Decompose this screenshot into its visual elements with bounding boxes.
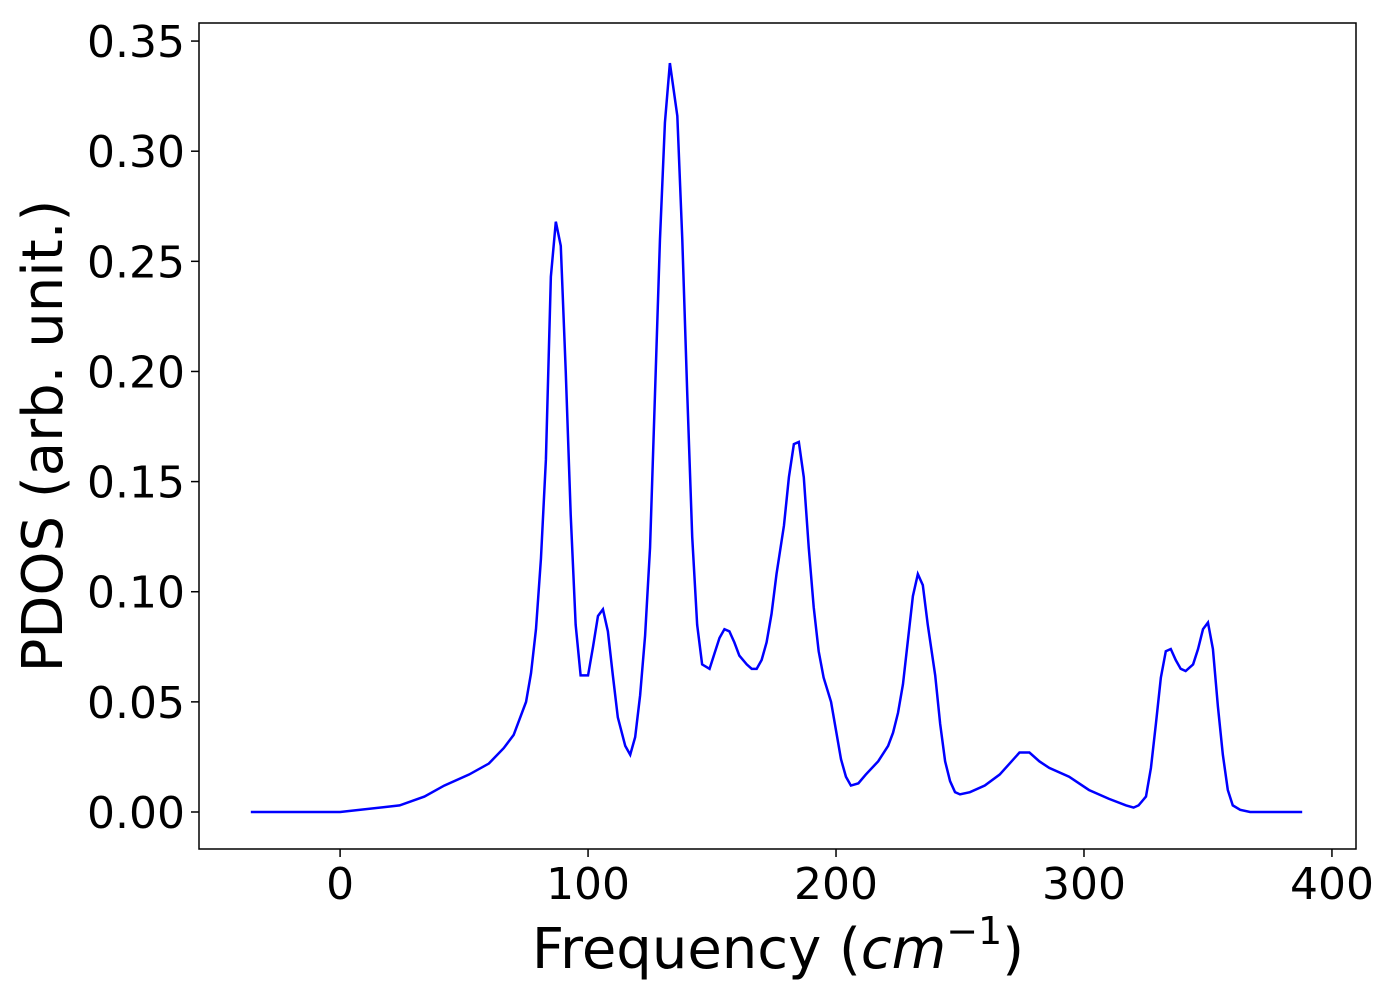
x-tick-label: 300 bbox=[1042, 859, 1126, 910]
x-tick-label: 0 bbox=[326, 859, 354, 910]
x-label-exponent: −1 bbox=[946, 909, 1002, 953]
y-tick-label: 0.00 bbox=[87, 788, 185, 839]
y-tick-label: 0.10 bbox=[87, 568, 185, 619]
y-tick-label: 0.15 bbox=[87, 458, 185, 509]
y-tick-label: 0.30 bbox=[87, 127, 185, 178]
y-tick-label: 0.35 bbox=[87, 17, 185, 68]
x-label-close: ) bbox=[1002, 917, 1024, 982]
line-series bbox=[250, 62, 1303, 814]
y-tick-label: 0.05 bbox=[87, 678, 185, 729]
x-tick-label: 200 bbox=[794, 859, 878, 910]
y-tick-label: 0.20 bbox=[87, 347, 185, 398]
y-tick-label: 0.25 bbox=[87, 237, 185, 288]
x-axis-label: Frequency (cm−1) bbox=[532, 909, 1024, 982]
x-tick-label: 100 bbox=[546, 859, 630, 910]
x-label-text: Frequency ( bbox=[532, 917, 861, 982]
x-tick-label: 400 bbox=[1290, 859, 1374, 910]
plot-frame bbox=[198, 22, 1357, 850]
y-axis-label: PDOS (arb. unit.) bbox=[11, 200, 76, 673]
x-label-unit: cm bbox=[861, 917, 946, 982]
